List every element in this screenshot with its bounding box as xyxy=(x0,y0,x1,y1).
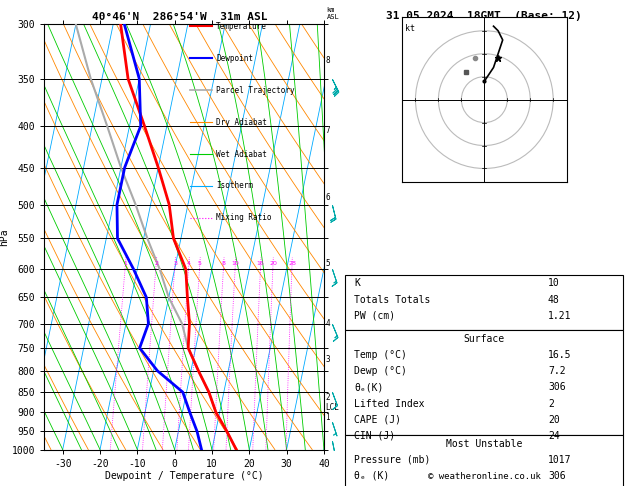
Text: 2: 2 xyxy=(325,393,330,401)
Text: θₑ (K): θₑ (K) xyxy=(354,471,389,481)
Text: 10: 10 xyxy=(231,260,239,266)
Text: 48: 48 xyxy=(548,295,560,305)
Text: Dewpoint: Dewpoint xyxy=(216,54,253,63)
Text: Dry Adiabat: Dry Adiabat xyxy=(216,118,267,127)
Text: 31.05.2024  18GMT  (Base: 12): 31.05.2024 18GMT (Base: 12) xyxy=(386,11,582,21)
Text: Pressure (mb): Pressure (mb) xyxy=(354,455,430,465)
Text: 7.2: 7.2 xyxy=(548,366,565,377)
Text: 28: 28 xyxy=(288,260,296,266)
Text: Lifted Index: Lifted Index xyxy=(354,399,425,409)
Text: 10: 10 xyxy=(548,278,560,289)
Text: Temperature: Temperature xyxy=(216,22,267,31)
Text: Temp (°C): Temp (°C) xyxy=(354,350,407,361)
Text: CAPE (J): CAPE (J) xyxy=(354,415,401,425)
Bar xyxy=(345,275,623,330)
Text: 20: 20 xyxy=(548,415,560,425)
Text: 3: 3 xyxy=(173,260,177,266)
Text: PW (cm): PW (cm) xyxy=(354,311,395,321)
Text: 24: 24 xyxy=(548,431,560,441)
Text: kt: kt xyxy=(405,24,415,33)
Text: Mixing Ratio: Mixing Ratio xyxy=(216,213,272,222)
Bar xyxy=(345,435,623,486)
Text: 2: 2 xyxy=(548,399,554,409)
Y-axis label: hPa: hPa xyxy=(0,228,9,246)
Text: 40°46'N  286°54'W  31m ASL: 40°46'N 286°54'W 31m ASL xyxy=(91,12,267,22)
Text: 16.5: 16.5 xyxy=(548,350,572,361)
Bar xyxy=(345,330,623,435)
Text: 1.21: 1.21 xyxy=(548,311,572,321)
Text: 8: 8 xyxy=(325,55,330,65)
Text: θₑ(K): θₑ(K) xyxy=(354,382,384,393)
Text: 20: 20 xyxy=(269,260,277,266)
Text: LCL
1: LCL 1 xyxy=(325,402,339,422)
Text: 2: 2 xyxy=(154,260,159,266)
Text: Parcel Trajectory: Parcel Trajectory xyxy=(216,86,295,95)
Text: 1017: 1017 xyxy=(548,455,572,465)
Text: 4: 4 xyxy=(325,319,330,328)
Text: Dewp (°C): Dewp (°C) xyxy=(354,366,407,377)
Text: © weatheronline.co.uk: © weatheronline.co.uk xyxy=(428,472,541,481)
Text: 5: 5 xyxy=(325,259,330,268)
Text: Isotherm: Isotherm xyxy=(216,181,253,191)
X-axis label: Dewpoint / Temperature (°C): Dewpoint / Temperature (°C) xyxy=(104,471,264,481)
Text: 306: 306 xyxy=(548,471,565,481)
Text: km
ASL: km ASL xyxy=(326,7,340,20)
Text: 3: 3 xyxy=(325,355,330,364)
Text: Wet Adiabat: Wet Adiabat xyxy=(216,150,267,158)
Text: 16: 16 xyxy=(257,260,265,266)
Text: Surface: Surface xyxy=(464,334,505,345)
Text: 7: 7 xyxy=(325,126,330,135)
Text: 5: 5 xyxy=(198,260,202,266)
Text: 306: 306 xyxy=(548,382,565,393)
Text: Most Unstable: Most Unstable xyxy=(446,439,523,449)
Text: K: K xyxy=(354,278,360,289)
Text: 1: 1 xyxy=(123,260,128,266)
Text: CIN (J): CIN (J) xyxy=(354,431,395,441)
Text: 4: 4 xyxy=(187,260,191,266)
Text: Totals Totals: Totals Totals xyxy=(354,295,430,305)
Text: 8: 8 xyxy=(222,260,226,266)
Text: 6: 6 xyxy=(325,193,330,202)
